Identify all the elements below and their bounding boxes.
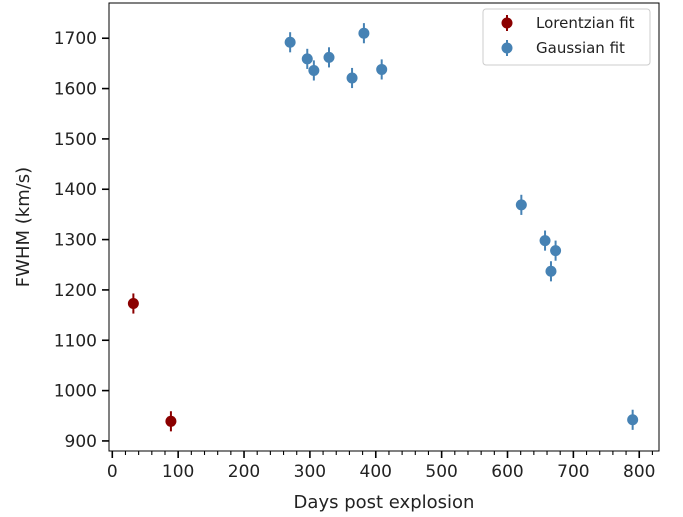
x-tick-label: 500 <box>425 462 457 482</box>
data-points <box>127 23 639 432</box>
legend: Lorentzian fit Gaussian fit <box>482 8 651 66</box>
data-point <box>358 27 370 39</box>
y-tick-label: 1600 <box>54 80 97 100</box>
legend-items: Lorentzian fit Gaussian fit <box>501 14 635 57</box>
data-point <box>323 51 335 63</box>
y-tick-label: 900 <box>65 432 97 452</box>
data-point <box>308 64 320 76</box>
data-point <box>165 415 177 427</box>
legend-marker <box>501 17 513 29</box>
y-tick-label: 1200 <box>54 281 97 301</box>
x-tick-label: 100 <box>162 462 194 482</box>
data-point <box>545 265 557 277</box>
data-point <box>376 63 388 75</box>
data-point <box>515 199 527 211</box>
x-tick-label: 200 <box>228 462 260 482</box>
x-tick-label: 0 <box>107 462 118 482</box>
y-tick-label: 1000 <box>54 382 97 402</box>
data-point <box>301 53 313 65</box>
y-tick-label: 1400 <box>54 180 97 200</box>
plot-area <box>108 2 660 452</box>
y-tick-label: 1500 <box>54 130 97 150</box>
data-point <box>346 72 358 84</box>
legend-box <box>482 8 651 66</box>
legend-label: Lorentzian fit <box>536 14 635 32</box>
y-axis-title: FWHM (km/s) <box>13 167 34 287</box>
data-point <box>539 235 551 247</box>
legend-label: Gaussian fit <box>536 39 625 57</box>
y-tick-label: 1300 <box>54 231 97 251</box>
x-tick-label: 700 <box>557 462 589 482</box>
legend-marker <box>501 42 513 54</box>
y-axis-ticks: 900 1000 1100 1200 1300 1400 1500 1600 1700 <box>54 29 109 452</box>
x-tick-label: 400 <box>360 462 392 482</box>
data-point <box>127 298 139 310</box>
x-axis-ticks: 0 100 200 300 400 500 600 700 800 <box>107 451 655 482</box>
x-tick-label: 800 <box>623 462 655 482</box>
data-point <box>284 36 296 48</box>
x-tick-label: 600 <box>491 462 523 482</box>
data-point <box>550 245 562 257</box>
x-tick-label: 300 <box>294 462 326 482</box>
data-point <box>627 414 639 426</box>
y-tick-label: 1700 <box>54 29 97 49</box>
x-axis-title: Days post explosion <box>294 492 475 513</box>
y-tick-label: 1100 <box>54 331 97 351</box>
